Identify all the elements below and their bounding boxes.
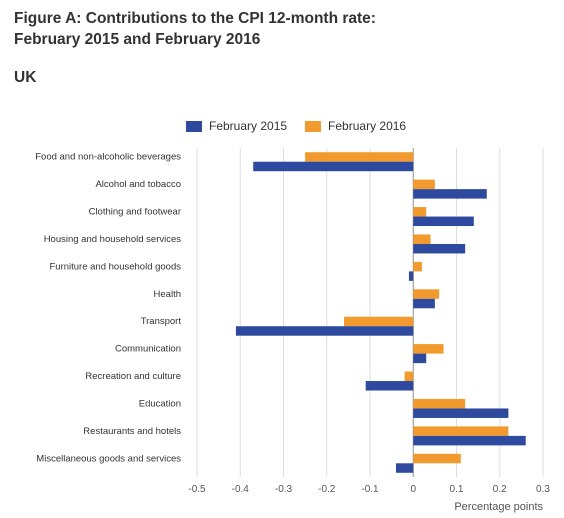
- bar-february-2015: [413, 353, 427, 364]
- x-tick-label: 0: [410, 484, 416, 495]
- bar-february-2015: [365, 381, 414, 391]
- legend-swatch-2016: [305, 120, 322, 132]
- bar-february-2016: [413, 261, 422, 272]
- category-label: Communication: [115, 344, 181, 355]
- x-axis-title: Percentage points: [454, 501, 543, 513]
- x-tick-label: -0.4: [232, 484, 250, 495]
- bar-february-2015: [235, 326, 414, 336]
- bar-february-2016: [413, 179, 435, 190]
- bar-february-2016: [413, 453, 461, 464]
- category-label: Recreation and culture: [85, 371, 181, 382]
- category-label: Housing and household services: [44, 234, 182, 245]
- category-label: Transport: [141, 316, 182, 327]
- bar-february-2016: [344, 316, 414, 327]
- category-label: Food and non-alcoholic beverages: [35, 152, 181, 163]
- chart-subtitle: UK: [14, 69, 37, 86]
- legend-label-2015: February 2015: [209, 119, 288, 133]
- x-tick-label: 0.2: [493, 484, 507, 495]
- legend-item-2015[interactable]: February 2015: [186, 119, 287, 133]
- bar-february-2016: [413, 426, 509, 436]
- category-label: Health: [154, 289, 181, 300]
- bar-february-2016: [413, 234, 431, 244]
- bar-february-2015: [413, 243, 466, 254]
- chart-title-line-2: February 2015 and February 2016: [14, 31, 261, 48]
- bar-february-2015: [253, 161, 414, 172]
- bar-february-2016: [413, 398, 466, 409]
- bar-february-2015: [413, 216, 474, 227]
- category-label: Alcohol and tobacco: [95, 179, 181, 190]
- legend-item-2016[interactable]: February 2016: [305, 119, 406, 133]
- x-tick-label: -0.1: [361, 484, 379, 495]
- category-label: Miscellaneous goods and services: [36, 453, 181, 464]
- chart-title-line-1: Figure A: Contributions to the CPI 12-mo…: [14, 10, 376, 27]
- bar-february-2016: [404, 371, 414, 382]
- x-tick-label: 0.1: [450, 484, 464, 495]
- bar-february-2015: [413, 298, 435, 309]
- category-label: Clothing and footwear: [89, 207, 181, 218]
- x-tick-label: 0.3: [536, 484, 550, 495]
- legend-swatch-2015: [186, 120, 202, 132]
- bar-february-2016: [413, 289, 440, 299]
- category-label: Furniture and household goods: [49, 261, 181, 272]
- category-label: Restaurants and hotels: [83, 426, 181, 437]
- legend-label-2016: February 2016: [328, 119, 407, 133]
- bar-february-2016: [413, 207, 427, 217]
- category-label: Education: [139, 398, 181, 409]
- x-tick-label: -0.5: [188, 484, 206, 495]
- bar-february-2016: [305, 152, 414, 162]
- bar-february-2015: [395, 463, 414, 473]
- bar-february-2016: [413, 344, 444, 354]
- x-tick-label: -0.2: [318, 484, 336, 495]
- chart-legend: February 2015 February 2016: [186, 119, 424, 133]
- bar-february-2015: [413, 408, 509, 418]
- bar-february-2015: [408, 271, 414, 281]
- x-tick-label: -0.3: [275, 484, 293, 495]
- bar-february-2015: [413, 435, 526, 446]
- chart-title: Figure A: Contributions to the CPI 12-mo…: [14, 8, 376, 50]
- bar-february-2015: [413, 189, 487, 199]
